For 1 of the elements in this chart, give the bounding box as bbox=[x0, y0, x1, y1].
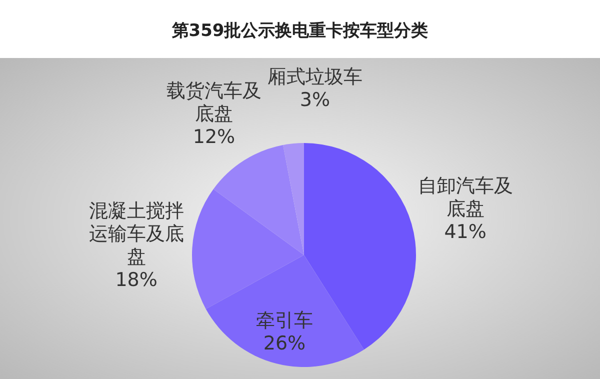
chart-title: 第359批公示换电重卡按车型分类 bbox=[170, 21, 428, 41]
